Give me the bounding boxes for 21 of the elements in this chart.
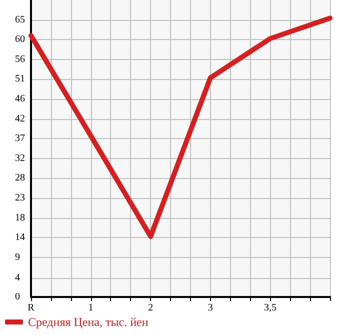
- x-tick-label: 3: [208, 302, 213, 314]
- y-tick-label: 4: [15, 272, 20, 284]
- y-tick-label: 60: [15, 34, 25, 46]
- y-tick-label: 14: [15, 232, 25, 244]
- y-tick-label: 32: [15, 152, 25, 164]
- y-tick-label: 28: [15, 172, 25, 184]
- y-tick-label: 56: [15, 54, 25, 65]
- y-tick-label: 0: [15, 292, 20, 302]
- y-tick-label: 42: [15, 113, 25, 124]
- y-tick-label: 9: [15, 252, 20, 263]
- y-tick-label: 23: [15, 192, 25, 204]
- y-tick-label: 46: [15, 93, 25, 104]
- y-tick-label: 18: [15, 212, 25, 224]
- x-tick-label: 3,5: [264, 302, 276, 314]
- x-tick-label: 2: [148, 302, 154, 314]
- legend-label: Средняя Цена, тыс. йен: [28, 315, 149, 329]
- y-tick-label: 37: [15, 133, 25, 144]
- y-tick-label: 65: [15, 14, 25, 26]
- x-tick-label: 1: [88, 302, 94, 314]
- y-tick-label: 51: [15, 74, 25, 85]
- x-tick-label: R: [28, 302, 35, 314]
